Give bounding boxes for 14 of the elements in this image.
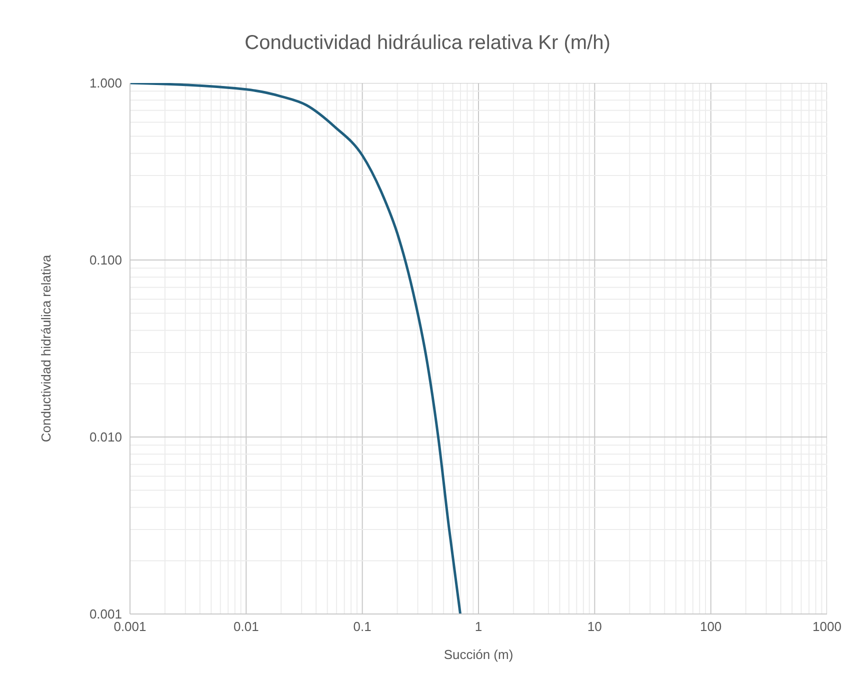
y-tick-label: 0.010 <box>89 430 122 445</box>
y-tick-label: 0.001 <box>89 606 122 622</box>
y-tick-label: 1.000 <box>89 76 122 91</box>
y-tick-label: 0.100 <box>89 252 122 268</box>
x-tick-label: 1000 <box>812 619 842 634</box>
y-axis-title: Conductividad hidráulica relativa <box>38 254 54 442</box>
x-tick-label: 0.1 <box>353 619 372 634</box>
x-tick-label: 1 <box>474 619 482 634</box>
x-axis-title: Succión (m) <box>444 647 514 662</box>
x-tick-label: 100 <box>700 619 722 634</box>
x-tick-label: 0.01 <box>234 619 259 634</box>
x-tick-label: 0.001 <box>114 619 146 634</box>
x-tick-label: 10 <box>587 619 602 634</box>
chart-title: Conductividad hidráulica relativa Kr (m/h) <box>244 32 612 55</box>
